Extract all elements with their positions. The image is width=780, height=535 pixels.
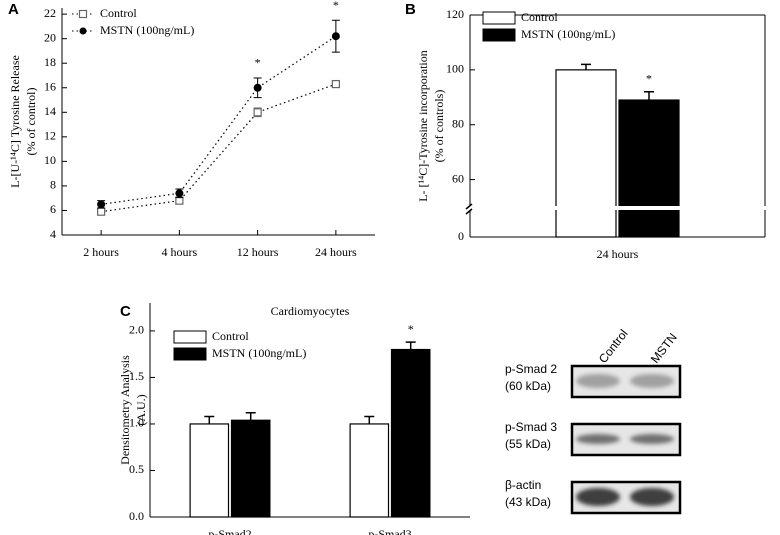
protein-label: β-actin: [505, 478, 541, 492]
blot-band: [576, 434, 620, 444]
blot-band: [630, 488, 674, 506]
bar: [230, 419, 271, 518]
y-tick-label: 12: [44, 129, 56, 143]
blot-band: [576, 488, 620, 506]
marker: [253, 108, 262, 117]
marker: [79, 27, 87, 35]
y-tick-label: 0.5: [129, 462, 144, 476]
x-tick-label: 2 hours: [83, 245, 119, 259]
marker: [97, 207, 106, 216]
legend-label: MSTN (100ng/mL): [521, 27, 615, 41]
marker: [78, 9, 88, 19]
series-line: [101, 83, 337, 213]
protein-size: (60 kDa): [505, 379, 551, 393]
y-tick-label: 1.0: [129, 416, 144, 430]
marker: [331, 32, 340, 41]
panel-label: A: [8, 1, 19, 18]
y-tick-label: 4: [50, 227, 56, 241]
y-tick-label: 18: [44, 55, 56, 69]
axis-break-mark: [465, 203, 473, 215]
bar: [618, 99, 680, 238]
marker: [253, 83, 262, 92]
marker: [175, 189, 184, 198]
y-tick-label: 100: [446, 62, 464, 76]
protein-label: p-Smad 3: [505, 420, 557, 434]
legend-label: MSTN (100ng/mL): [212, 346, 306, 360]
protein-size: (55 kDa): [505, 437, 551, 451]
legend-swatch: [173, 330, 207, 344]
x-tick-label: 24 hours: [597, 247, 639, 261]
bar: [189, 423, 230, 518]
legend-swatch: [173, 347, 207, 361]
y-tick-label: 16: [44, 80, 56, 94]
y-axis-label: (% of controls): [432, 90, 446, 163]
x-tick-label: 24 hours: [315, 245, 357, 259]
x-tick-label: 12 hours: [237, 245, 279, 259]
significance: *: [408, 322, 414, 336]
marker: [331, 79, 340, 89]
legend-swatch: [482, 11, 516, 25]
protein-size: (43 kDa): [505, 495, 551, 509]
y-tick-label: 2.0: [129, 323, 144, 337]
y-tick-label: 8: [50, 178, 56, 192]
bar: [555, 69, 617, 238]
x-tick-label: 4 hours: [162, 245, 198, 259]
panel-label: B: [405, 1, 416, 18]
y-tick-label: 20: [44, 30, 56, 44]
y-tick-label: 22: [44, 6, 56, 20]
marker: [97, 200, 106, 209]
y-tick-label: 1.5: [129, 369, 144, 383]
error-bar: [405, 341, 416, 350]
y-tick-label: 60: [452, 171, 464, 185]
y-axis-label: Densitometry Analysis: [118, 355, 132, 465]
significance: *: [333, 0, 339, 12]
legend-swatch: [482, 28, 516, 42]
significance: *: [646, 72, 652, 86]
blot-band: [576, 374, 620, 388]
chart-title: Cardiomyocytes: [271, 304, 350, 318]
lane-label: MSTN: [648, 330, 680, 365]
marker: [175, 196, 184, 205]
x-tick-label: p-Smad3: [368, 527, 411, 535]
series-line: [101, 35, 337, 205]
axis-break: [464, 206, 771, 210]
error-bar: [204, 415, 215, 424]
significance: *: [255, 56, 261, 70]
y-axis-label: (% of control): [24, 88, 38, 156]
y-tick-label: 0: [458, 229, 464, 243]
bar: [349, 423, 390, 518]
y-tick-label: 80: [452, 116, 464, 130]
blot-band: [630, 374, 674, 388]
error-bar: [245, 412, 256, 421]
y-tick-label: 0.0: [129, 509, 144, 523]
x-tick-label: p-Smad2: [208, 527, 251, 535]
legend-label: Control: [212, 329, 249, 343]
y-tick-label: 10: [44, 153, 56, 167]
error-bar: [581, 63, 591, 70]
bar: [390, 348, 431, 518]
protein-label: p-Smad 2: [505, 362, 557, 376]
legend-label: MSTN (100ng/mL): [100, 23, 194, 37]
y-axis-label: (A.U.): [134, 394, 148, 425]
error-bar: [644, 91, 654, 101]
y-tick-label: 14: [44, 104, 56, 118]
error-bar: [364, 415, 375, 424]
blot-band: [630, 434, 674, 444]
y-tick-label: 6: [50, 202, 56, 216]
legend-label: Control: [521, 10, 558, 24]
lane-label: Control: [596, 327, 631, 366]
y-axis-label: L- [¹⁴C]-Tyrosine incorporation: [416, 50, 430, 202]
legend-label: Control: [100, 6, 137, 20]
y-tick-label: 120: [446, 7, 464, 21]
panel-label: C: [120, 303, 131, 320]
y-axis-label: L-[U-¹⁴C] Tyrosine Release: [8, 55, 22, 188]
